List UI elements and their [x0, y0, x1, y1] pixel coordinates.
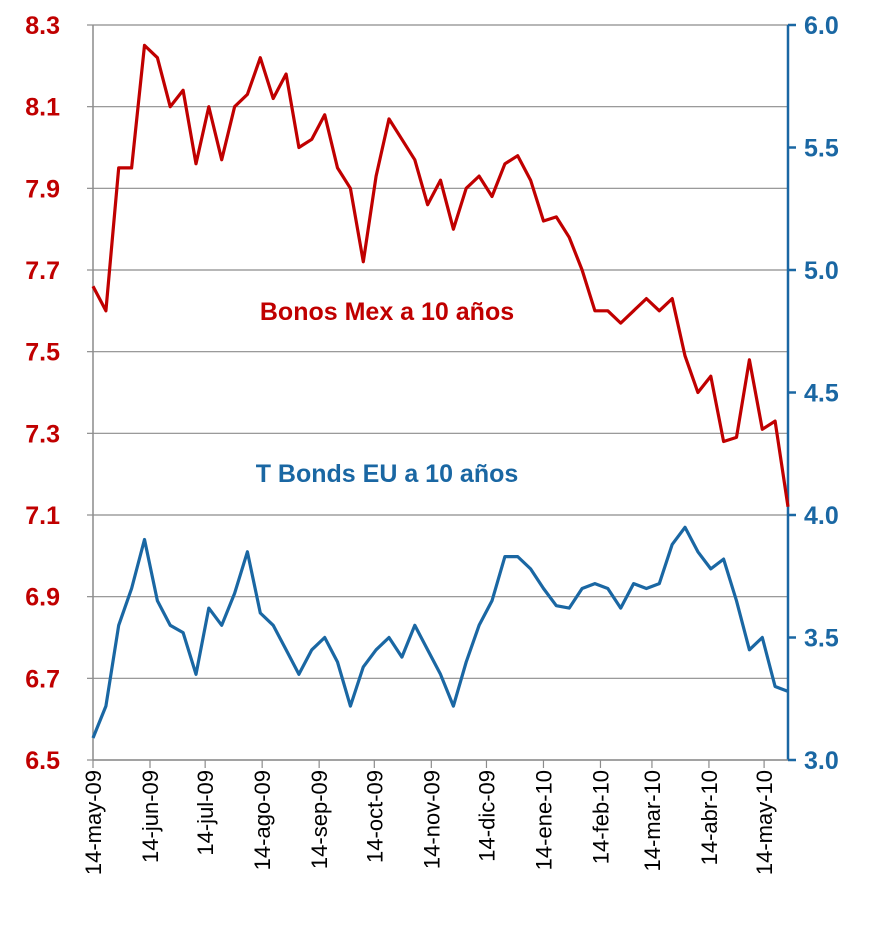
- y-tick-label: 7.3: [25, 420, 60, 448]
- x-tick-label: 14-oct-09: [362, 770, 387, 863]
- x-tick-label: 14-may-10: [752, 770, 777, 875]
- y-tick-label: 7.9: [25, 175, 60, 203]
- series-line: [91, 43, 790, 508]
- y2-tick-label: 5.0: [804, 257, 839, 285]
- y2-tick-label: 4.0: [804, 502, 839, 530]
- y2-tick-label: 3.5: [804, 625, 839, 653]
- x-tick-label: 14-feb-10: [588, 770, 613, 864]
- annotation: T Bonds EU a 10 años: [256, 460, 519, 488]
- x-tick-label: 14-mar-10: [640, 770, 665, 871]
- series-line: [91, 525, 789, 739]
- x-tick-label: 14-sep-09: [307, 770, 332, 869]
- x-tick-label: 14-ene-10: [531, 770, 556, 870]
- y2-tick-label: 3.0: [804, 747, 839, 775]
- y-tick-label: 8.1: [25, 94, 60, 122]
- x-tick-label: 14-abr-10: [697, 770, 722, 865]
- y2-tick-label: 4.5: [804, 380, 839, 408]
- x-tick-label: 14-nov-09: [419, 770, 444, 869]
- y-tick-label: 7.7: [25, 257, 60, 285]
- y-tick-label: 8.3: [25, 12, 60, 40]
- x-tick-label: 14-may-09: [81, 770, 106, 875]
- x-tick-label: 14-jun-09: [138, 770, 163, 863]
- x-tick-label: 14-jul-09: [193, 770, 218, 856]
- y2-tick-label: 5.5: [804, 135, 839, 163]
- y-tick-label: 6.5: [25, 747, 60, 775]
- y-tick-label: 7.1: [25, 502, 60, 530]
- y-tick-label: 7.5: [25, 339, 60, 367]
- x-tick-label: 14-ago-09: [250, 770, 275, 870]
- y2-tick-label: 6.0: [804, 12, 839, 40]
- x-tick-label: 14-dic-09: [474, 770, 499, 862]
- y-tick-label: 6.9: [25, 584, 60, 612]
- y-tick-label: 6.7: [25, 665, 60, 693]
- annotation: Bonos Mex a 10 años: [260, 298, 514, 326]
